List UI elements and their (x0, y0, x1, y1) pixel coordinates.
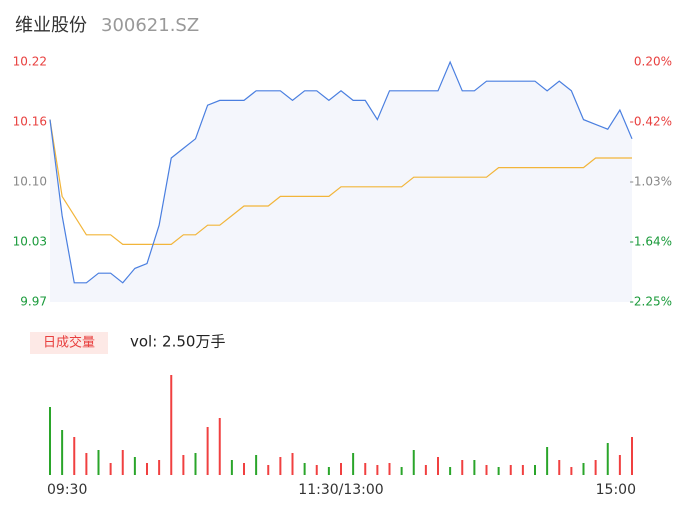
volume-bar (218, 418, 221, 475)
volume-bar (437, 457, 439, 475)
x-tick-label: 09:30 (47, 482, 87, 498)
volume-bar (521, 465, 524, 475)
volume-bar (85, 453, 88, 475)
volume-bar (315, 465, 318, 475)
volume-bar (170, 375, 173, 475)
volume-bar (49, 407, 51, 475)
volume-legend-box (30, 332, 108, 354)
volume-bar (570, 467, 573, 475)
volume-bar (412, 450, 415, 475)
volume-bar (121, 450, 124, 475)
volume-bar (582, 463, 585, 475)
y2-tick-label: -0.42% (630, 115, 672, 129)
volume-bar (558, 460, 561, 475)
volume-bar (485, 465, 488, 475)
volume-bar (303, 463, 306, 475)
volume-bar (340, 463, 342, 475)
volume-bar (424, 465, 427, 475)
volume-bar (546, 447, 549, 475)
volume-bar (243, 463, 245, 475)
volume-bar (327, 467, 330, 475)
volume-bar (352, 453, 355, 475)
volume-bar (473, 460, 476, 475)
volume-bar (133, 457, 136, 475)
x-tick-label: 11:30/13:00 (298, 482, 383, 498)
volume-bar (158, 460, 161, 475)
y2-tick-label: 0.20% (634, 55, 672, 69)
y-tick-label: 10.03 (13, 235, 47, 249)
stock-code: 300621.SZ (101, 15, 199, 36)
volume-bar (291, 453, 294, 475)
volume-legend: 日成交量 (43, 335, 95, 351)
volume-bar (61, 430, 64, 475)
volume-bar (230, 460, 233, 475)
price-area (50, 62, 632, 302)
volume-bar (364, 463, 367, 475)
volume-bar (73, 437, 76, 475)
volume-bar (449, 467, 452, 475)
volume-bar (497, 467, 500, 475)
x-tick-label: 15:00 (596, 482, 636, 498)
volume-bar (97, 450, 100, 475)
volume-bar (509, 465, 512, 475)
volume-bar (534, 465, 536, 475)
volume-bar (194, 453, 197, 475)
volume-bar (376, 465, 379, 475)
average-line (49, 119, 632, 245)
y2-tick-label: -2.25% (630, 295, 672, 309)
volume-bar (206, 427, 209, 475)
y-tick-label: 9.97 (20, 295, 47, 309)
price-line (49, 60, 633, 284)
volume-bar (109, 463, 112, 475)
volume-bar (631, 437, 633, 475)
volume-bar (461, 460, 464, 475)
stock-name: 维业股份 (15, 15, 87, 36)
volume-bar (267, 465, 270, 475)
y2-tick-label: -1.64% (630, 234, 672, 248)
volume-bar (594, 460, 597, 475)
volume-bar (618, 455, 621, 475)
volume-bar (279, 457, 282, 475)
y-tick-label: 10.22 (13, 55, 47, 69)
volume-bar (255, 455, 258, 475)
volume-bar (388, 463, 391, 475)
volume-label: vol: 2.50万手 (130, 333, 225, 351)
y2-tick-label: -1.03% (630, 174, 672, 188)
volume-bar (400, 467, 403, 475)
y-tick-label: 10.10 (13, 175, 47, 189)
volume-bar (606, 443, 609, 475)
volume-bar (182, 455, 185, 475)
volume-bar (146, 463, 148, 475)
y-tick-label: 10.16 (13, 115, 47, 129)
